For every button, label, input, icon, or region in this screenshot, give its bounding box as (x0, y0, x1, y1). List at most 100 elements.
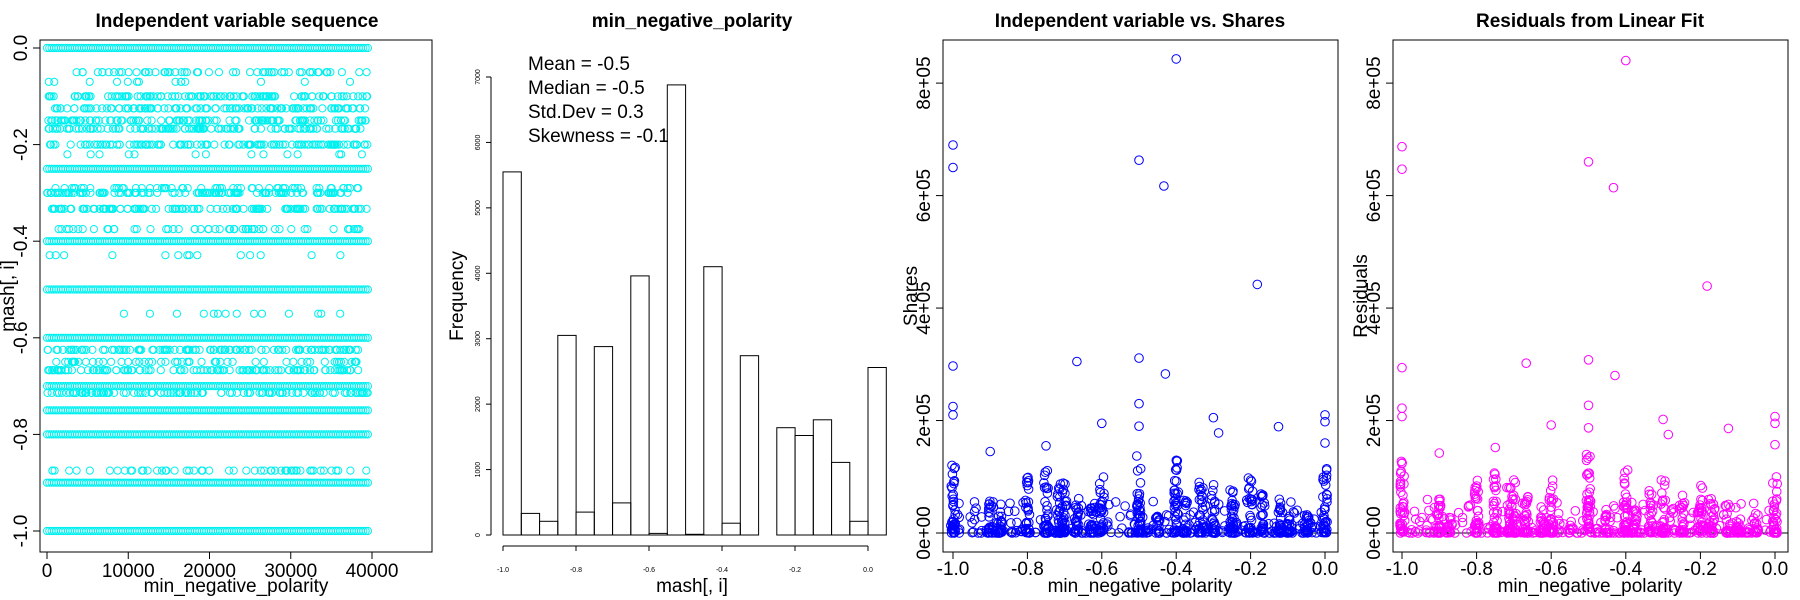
sequence-point (168, 188, 177, 197)
y-tick-label: 2e+05 (914, 394, 935, 447)
sequence-point (125, 345, 135, 354)
sequence-point (157, 116, 166, 125)
sequence-point (265, 92, 274, 101)
scatter-point (1035, 515, 1046, 525)
y-tick-label: 8e+05 (914, 56, 935, 109)
sequence-point (316, 188, 325, 197)
sequence-point (60, 204, 69, 213)
sequence-point (145, 92, 154, 101)
scatter-point (1570, 506, 1581, 516)
sequence-point (141, 68, 150, 77)
sequence-point (227, 388, 236, 397)
sequence-point (130, 388, 139, 397)
sequence-point (185, 124, 194, 133)
sequence-point (98, 104, 107, 113)
sequence-point (151, 68, 160, 77)
histogram-bar (557, 334, 577, 536)
sequence-point (115, 92, 124, 101)
sequence-point (319, 116, 328, 125)
scatter-point (1286, 497, 1296, 507)
sequence-point (181, 77, 190, 86)
sequence-point (51, 116, 60, 125)
sequence-point (125, 140, 134, 149)
sequence-point (78, 225, 87, 234)
sequence-point (284, 309, 293, 318)
sequence-point (76, 366, 86, 375)
sequence-point (344, 124, 353, 133)
sequence-point (334, 366, 343, 375)
y-tick-label: 1000 (475, 462, 482, 478)
sequence-point (354, 92, 363, 101)
sequence-point (221, 309, 230, 318)
sequence-point (126, 124, 135, 133)
sequence-point (294, 140, 303, 149)
outlier-point (1621, 55, 1631, 66)
histogram-bar (630, 275, 650, 536)
sequence-point (72, 345, 81, 354)
sequence-point (183, 251, 192, 260)
sequence-point (131, 116, 141, 125)
sequence-point (124, 68, 133, 77)
sequence-point (196, 225, 205, 234)
sequence-point (328, 388, 337, 397)
sequence-point (243, 104, 252, 113)
sequence-point (247, 184, 256, 193)
x-tick-label: -0.8 (570, 567, 582, 574)
sequence-point (261, 345, 270, 354)
sequence-point (81, 357, 91, 366)
sequence-point (49, 140, 58, 149)
stat-mean: Mean = -0.5 (528, 54, 630, 75)
sequence-point (330, 104, 339, 113)
sequence-point (100, 345, 109, 354)
sequence-point (272, 140, 281, 149)
sequence-point (290, 366, 299, 375)
histogram-bar (502, 171, 522, 536)
sequence-point (94, 388, 103, 397)
sequence-point (106, 104, 115, 113)
sequence-point (248, 92, 257, 101)
sequence-point (53, 104, 62, 113)
sequence-point (147, 124, 156, 133)
sequence-point (313, 116, 323, 125)
sequence-point (172, 309, 181, 318)
sequence-point (327, 188, 336, 197)
sequence-point (228, 357, 237, 366)
sequence-point (53, 366, 62, 375)
sequence-point (192, 104, 201, 113)
sequence-point (71, 92, 80, 101)
sequence-point (250, 92, 259, 101)
sequence-point (271, 366, 280, 375)
sequence-point (361, 43, 370, 53)
sequence-point (193, 124, 202, 133)
sequence-point (329, 204, 339, 213)
scatter-point (1010, 506, 1020, 517)
sequence-point (163, 124, 172, 133)
sequence-point (295, 116, 304, 125)
sequence-point (69, 345, 78, 354)
sequence-point (153, 92, 162, 101)
outlier-point (1490, 442, 1501, 453)
sequence-point (171, 77, 180, 86)
sequence-point (143, 116, 152, 125)
sequence-point (329, 225, 338, 234)
sequence-point (112, 184, 121, 193)
sequence-point (226, 124, 235, 133)
sequence-point (345, 184, 355, 193)
scatter-point (1148, 496, 1158, 507)
sequence-point (354, 204, 363, 213)
sequence-point (104, 68, 113, 77)
sequence-point (99, 357, 108, 366)
sequence-point (114, 345, 123, 354)
sequence-point (194, 92, 203, 101)
sequence-point (206, 345, 215, 354)
outlier-point (1583, 400, 1594, 411)
sequence-point (238, 366, 247, 375)
sequence-point (339, 140, 348, 149)
sequence-point (199, 309, 208, 318)
sequence-point (288, 104, 297, 113)
sequence-point (358, 92, 367, 101)
sequence-point (238, 92, 247, 101)
sequence-point (112, 77, 122, 86)
sequence-point (290, 92, 299, 101)
